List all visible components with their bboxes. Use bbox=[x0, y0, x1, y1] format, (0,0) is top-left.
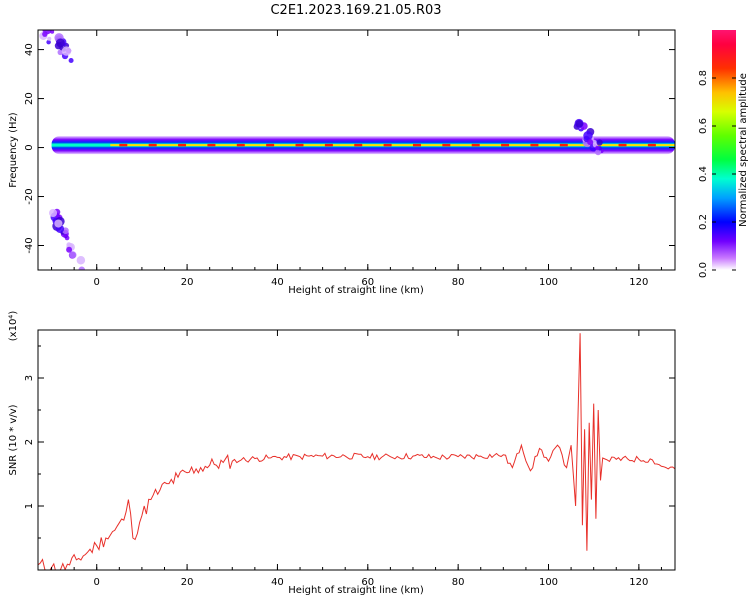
x-tick-label: 80 bbox=[452, 577, 465, 588]
y-tick-label: -40 bbox=[24, 237, 35, 253]
heatmap-noise-blob bbox=[46, 39, 51, 45]
figure-title: C2E1.2023.169.21.05.R03 bbox=[270, 3, 441, 18]
x-tick-label: 60 bbox=[361, 577, 374, 588]
heatmap-x-axis-label: Height of straight line (km) bbox=[288, 285, 424, 296]
heatmap-panel: 0 20 40 60 80 100 120 -40 -20 0 20 40 Height of st… bbox=[8, 25, 676, 296]
heatmap-noise-blob bbox=[575, 119, 584, 128]
x-tick-label: 80 bbox=[452, 277, 465, 288]
x-tick-label: 120 bbox=[629, 577, 648, 588]
snr-y-ticks: 1 2 3 bbox=[24, 345, 675, 539]
colorbar-ticks: 0.0 0.2 0.4 0.6 0.8 bbox=[698, 70, 736, 278]
heatmap-marks bbox=[39, 25, 675, 270]
x-tick-label: 120 bbox=[629, 277, 648, 288]
colorbar-tick-label: 0.6 bbox=[698, 118, 709, 134]
heatmap-noise-blob bbox=[42, 31, 48, 37]
snr-panel: 0 20 40 60 80 100 120 1 2 3 Height of straight l… bbox=[8, 311, 676, 596]
colorbar-tick-label: 0.0 bbox=[698, 262, 709, 278]
x-tick-label: 0 bbox=[94, 577, 100, 588]
x-tick-label: 40 bbox=[271, 577, 284, 588]
colorbar-tick-label: 0.8 bbox=[698, 70, 709, 86]
heatmap-noise-blob bbox=[596, 139, 603, 146]
snr-series-line bbox=[38, 333, 675, 570]
heatmap-noise-blob bbox=[69, 251, 77, 259]
x-tick-label: 60 bbox=[361, 277, 374, 288]
snr-x-ticks: 0 20 40 60 80 100 120 bbox=[51, 330, 662, 588]
colorbar-gradient bbox=[712, 30, 736, 270]
colorbar: 0.0 0.2 0.4 0.6 0.8 Normalized spectral ampl… bbox=[698, 30, 749, 278]
heatmap-noise-blob bbox=[43, 25, 47, 29]
colorbar-tick-label: 0.4 bbox=[698, 166, 709, 182]
snr-x-axis-label: Height of straight line (km) bbox=[288, 585, 424, 596]
x-tick-label: 40 bbox=[271, 277, 284, 288]
heatmap-y-ticks: -40 -20 0 20 40 bbox=[24, 43, 675, 254]
heatmap-noise-blob bbox=[56, 38, 65, 48]
heatmap-noise-blob bbox=[61, 46, 72, 56]
x-tick-label: 20 bbox=[181, 277, 194, 288]
heatmap-noise-blob bbox=[595, 149, 602, 156]
heatmap-noise-blob bbox=[78, 266, 86, 270]
heatmap-noise-blob bbox=[68, 58, 74, 64]
heatmap-x-ticks: 0 20 40 60 80 100 120 bbox=[51, 30, 662, 288]
y-tick-label: 20 bbox=[24, 92, 35, 105]
x-tick-label: 100 bbox=[539, 577, 558, 588]
y-tick-label: 40 bbox=[24, 43, 35, 56]
heatmap-noise-blob bbox=[49, 208, 58, 218]
x-tick-label: 20 bbox=[181, 577, 194, 588]
y-tick-label: 2 bbox=[24, 439, 35, 445]
x-tick-label: 0 bbox=[94, 277, 100, 288]
x-tick-label: 100 bbox=[539, 277, 558, 288]
heatmap-noise-blob bbox=[76, 255, 86, 265]
y-tick-label: 0 bbox=[24, 144, 35, 150]
colorbar-tick-label: 0.2 bbox=[698, 214, 709, 230]
colorbar-label: Normalized spectral amplitude bbox=[738, 73, 749, 227]
snr-y-multiplier: (x10⁴) bbox=[8, 311, 19, 342]
y-tick-label: 1 bbox=[24, 503, 35, 509]
heatmap-noise-blob bbox=[595, 145, 600, 151]
heatmap-noise-blob bbox=[587, 139, 594, 146]
y-tick-label: 3 bbox=[24, 375, 35, 381]
heatmap-noise-blob bbox=[47, 36, 52, 41]
heatmap-y-axis-label: Frequency (Hz) bbox=[8, 112, 19, 188]
heatmap-noise-blob bbox=[54, 219, 63, 228]
y-tick-label: -20 bbox=[24, 188, 35, 204]
snr-y-axis-label: SNR (10 * v/v) bbox=[8, 404, 19, 475]
snr-frame bbox=[37, 329, 676, 571]
heatmap-frame bbox=[37, 29, 676, 271]
heatmap-noise-blob bbox=[66, 246, 73, 253]
